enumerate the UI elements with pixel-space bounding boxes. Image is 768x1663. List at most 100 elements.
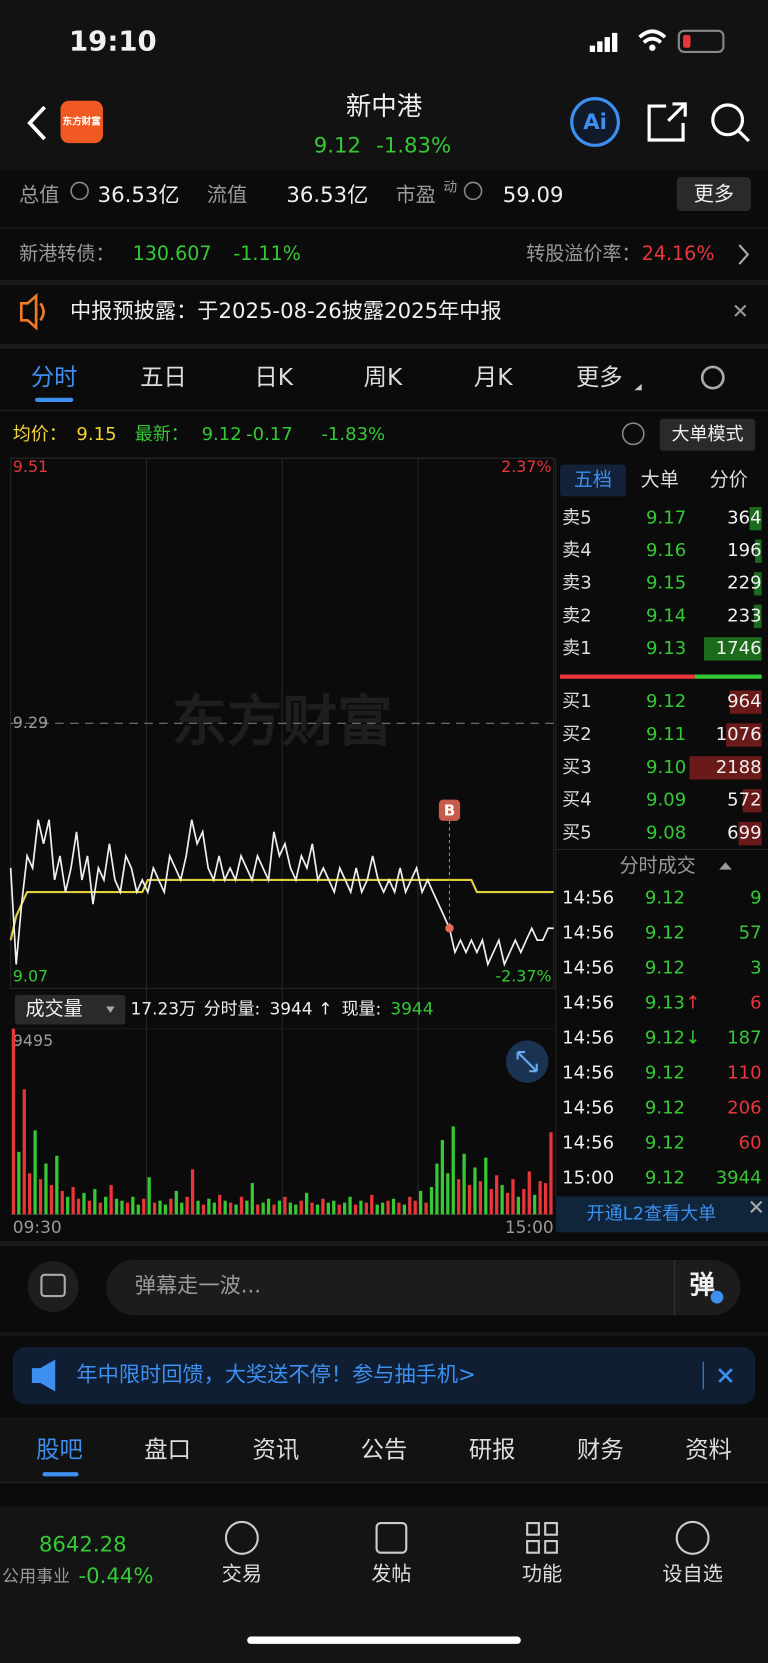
tab[interactable]: 月K	[474, 363, 513, 391]
book-tab[interactable]: 分价	[710, 468, 748, 491]
l2-close[interactable]	[750, 1200, 763, 1214]
bottom-tab[interactable]: 研报	[469, 1435, 516, 1463]
book-price: 9.09	[646, 790, 686, 811]
share-button[interactable]	[647, 102, 687, 142]
volume-bar	[332, 1200, 336, 1215]
l2-banner[interactable]	[555, 1196, 768, 1233]
trades-arrow	[719, 862, 732, 870]
book-level: 买4	[562, 790, 591, 811]
tab[interactable]: 日K	[254, 363, 293, 391]
bottom-tab[interactable]: 盘口	[144, 1435, 191, 1463]
signal-icon	[589, 32, 618, 52]
trade-time: 14:56	[562, 1097, 614, 1118]
volume-bar	[543, 1183, 548, 1215]
trade-price: 9.12	[645, 1132, 685, 1153]
latest-change: -0.17	[246, 424, 293, 445]
bottom-tab[interactable]: 资料	[685, 1435, 732, 1463]
nav-label[interactable]: 功能	[522, 1561, 562, 1585]
nav-label[interactable]: 设自选	[662, 1561, 722, 1585]
info-icon	[70, 181, 89, 201]
book-volume: 964	[727, 691, 761, 712]
danmaku-input[interactable]	[106, 1259, 741, 1316]
nav-icon	[375, 1521, 408, 1554]
bottom-tab-underline	[42, 1472, 79, 1477]
volume-bar	[435, 1163, 439, 1215]
book-tab[interactable]: 五档	[574, 468, 612, 491]
chevron[interactable]	[738, 244, 750, 265]
book-bar	[704, 637, 762, 661]
volume-bar	[478, 1181, 483, 1215]
wifi-icon	[638, 29, 667, 44]
book-price: 9.10	[646, 757, 686, 778]
x-label: 15:00	[505, 1217, 554, 1237]
more-button[interactable]	[676, 177, 751, 212]
bottom-tab[interactable]: 财务	[577, 1435, 624, 1463]
volume-bar	[76, 1198, 81, 1215]
volume-bar	[82, 1192, 86, 1215]
trade-time: 14:56	[562, 887, 614, 908]
close-promo[interactable]	[718, 1368, 733, 1383]
volume-bar	[60, 1190, 64, 1215]
notice-text[interactable]: 中报预披露：于2025-08-26披露2025年中报	[70, 299, 502, 324]
volume-bar	[131, 1196, 135, 1215]
dropdown-arrow	[106, 1006, 115, 1013]
ratio-green	[694, 674, 762, 679]
volume-bar	[147, 1177, 151, 1215]
volume-bar	[22, 1089, 26, 1215]
bottom-tab[interactable]: 资讯	[252, 1435, 299, 1463]
volume-bar	[348, 1196, 352, 1215]
tab[interactable]: 五日	[140, 363, 187, 391]
volume-bar	[98, 1202, 102, 1215]
danmaku-button[interactable]: 弹	[689, 1270, 714, 1300]
volume-bar	[190, 1169, 195, 1215]
promo-banner[interactable]	[12, 1346, 756, 1405]
volume-bar	[17, 1151, 21, 1215]
bottom-tab[interactable]: 公告	[361, 1435, 408, 1463]
trade-volume: 206	[727, 1097, 761, 1118]
app-logo-text: 东方财富	[63, 115, 101, 127]
stat-label: 市盈	[396, 183, 436, 207]
book-price: 9.15	[646, 573, 686, 594]
nav-label[interactable]: 发帖	[371, 1561, 411, 1585]
mode-button[interactable]	[659, 418, 756, 451]
trade-time: 14:56	[562, 1027, 614, 1048]
trade-time: 14:56	[562, 957, 614, 978]
tab[interactable]: 周K	[364, 363, 403, 391]
close-notice[interactable]	[734, 304, 747, 317]
volume-bar	[413, 1200, 417, 1215]
danmaku-settings[interactable]	[27, 1261, 79, 1312]
volume-bar	[359, 1200, 363, 1215]
book-volume: 1076	[716, 724, 762, 745]
premium-value: 24.16%	[642, 242, 715, 265]
volume-bar	[207, 1198, 211, 1215]
book-tab[interactable]: 大单	[641, 468, 679, 491]
volume-bar	[44, 1163, 48, 1215]
book-volume: 2188	[716, 757, 762, 778]
volume-selector[interactable]	[14, 994, 126, 1025]
book-bar	[689, 756, 762, 780]
trade-price: 9.12	[645, 1167, 685, 1188]
volume-bar	[185, 1196, 189, 1215]
book-level: 卖2	[562, 605, 591, 626]
book-bar	[738, 821, 762, 846]
back-button[interactable]	[27, 105, 46, 141]
volume-bar	[120, 1200, 124, 1215]
tab[interactable]: 分时	[31, 363, 78, 391]
ai-button[interactable]	[570, 97, 620, 147]
more-label: 更多	[694, 182, 734, 206]
nav-items: 交易 发帖 功能 设自选	[222, 1520, 723, 1585]
volume-bar	[55, 1155, 59, 1215]
volume-bar	[484, 1157, 488, 1215]
volume-bar	[272, 1204, 276, 1215]
bottom-tab[interactable]: 股吧	[36, 1435, 83, 1463]
help-icon[interactable]	[621, 422, 645, 446]
stat-value: 36.53亿	[286, 183, 368, 208]
book-volume: 229	[727, 573, 761, 594]
nav-label[interactable]: 交易	[222, 1561, 262, 1585]
settings-button[interactable]	[700, 365, 725, 390]
book-volume: 233	[727, 605, 761, 626]
volume-bar	[321, 1198, 325, 1215]
index-change: -0.44%	[79, 1564, 154, 1589]
tab[interactable]: 更多	[576, 363, 623, 391]
search-button[interactable]	[711, 103, 745, 137]
